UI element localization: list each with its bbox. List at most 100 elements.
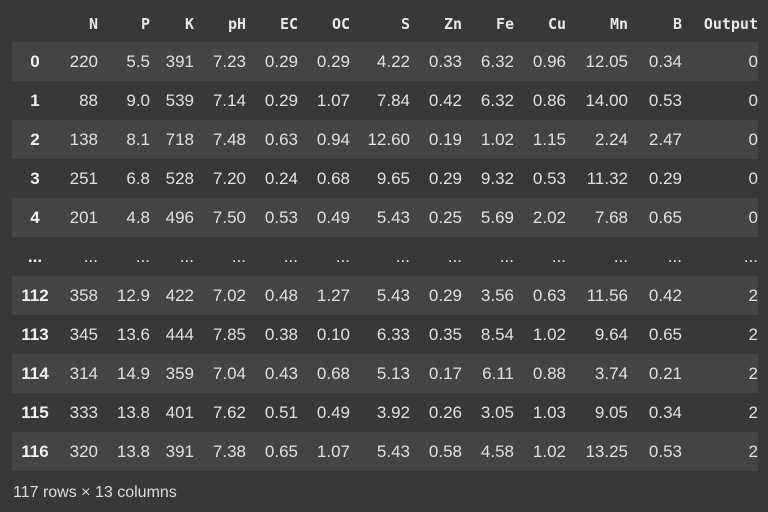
table-cell: 2.24	[594, 129, 628, 149]
table-cell: 0	[748, 51, 758, 71]
table-cell: 0.26	[428, 402, 462, 422]
table-cell: 6.11	[482, 363, 514, 383]
table-cell: 358	[69, 285, 98, 305]
table-cell: 5.69	[480, 207, 514, 227]
table-cell: 1.15	[532, 129, 566, 149]
table-cell: ...	[743, 246, 758, 266]
table-cell: 314	[69, 363, 98, 383]
table-cell: 0.29	[264, 51, 298, 71]
table-cell: 391	[165, 51, 194, 71]
table-cell: ...	[395, 246, 410, 266]
column-header: S	[400, 15, 410, 33]
table-cell: 8.1	[126, 129, 150, 149]
table-cell: 0.29	[316, 51, 350, 71]
table-cell: 11.56	[586, 285, 628, 305]
table-cell: 539	[165, 90, 194, 110]
table-cell: 0.53	[648, 90, 682, 110]
table-cell: 12.60	[367, 129, 410, 149]
column-header: Fe	[495, 15, 514, 33]
column-header: B	[672, 15, 682, 33]
table-cell: 7.23	[212, 51, 246, 71]
table-cell: 7.20	[212, 168, 246, 188]
table-cell: 333	[69, 402, 98, 422]
table-cell: 14.00	[585, 90, 628, 110]
table-cell: 6.32	[480, 51, 514, 71]
table-cell: 444	[165, 324, 194, 344]
table-row: 1 88 9.0 539 7.14 0.29 1.07 7.84 0.42 6.32 0.86 14.…	[12, 81, 758, 120]
table-cell: 9.64	[594, 324, 628, 344]
table-cell: 7.48	[212, 129, 246, 149]
table-cell: 5.43	[376, 441, 410, 461]
table-cell: 7.04	[212, 363, 246, 383]
table-cell: 2	[748, 285, 758, 305]
table-cell: 0.33	[428, 51, 462, 71]
table-cell: 2	[748, 363, 758, 383]
table-cell: 7.50	[212, 207, 246, 227]
table-cell: 2	[748, 402, 758, 422]
table-row: 3 251 6.8 528 7.20 0.24 0.68 9.65 0.29 9.32 0.53 11…	[12, 159, 758, 198]
table-cell: 0.68	[316, 363, 350, 383]
table-cell: 718	[165, 129, 194, 149]
table-cell: 7.68	[594, 207, 628, 227]
table-cell: 14.9	[116, 363, 150, 383]
table-cell: 401	[165, 402, 194, 422]
table-cell: 1.02	[532, 441, 566, 461]
table-cell: 0.21	[648, 363, 682, 383]
table-cell: ...	[231, 246, 246, 266]
table-cell: 0.49	[316, 207, 350, 227]
table-cell: 2.47	[648, 129, 682, 149]
table-cell: 0	[748, 90, 758, 110]
column-header: Zn	[443, 15, 462, 33]
row-index: 4	[30, 207, 40, 227]
column-header: pH	[227, 15, 246, 33]
column-header: Mn	[609, 15, 628, 33]
table-cell: 5.5	[126, 51, 150, 71]
row-index: 112	[21, 285, 49, 305]
table-row: 2 138 8.1 718 7.48 0.63 0.94 12.60 0.19 1.02 1.15 2…	[12, 120, 758, 159]
table-cell: 320	[69, 441, 98, 461]
table-cell: 9.0	[126, 90, 150, 110]
table-cell: 1.07	[316, 441, 350, 461]
table-cell: 0	[748, 168, 758, 188]
table-cell: 0.65	[648, 207, 682, 227]
table-cell: 0.96	[532, 51, 566, 71]
table-cell: 4.58	[480, 441, 514, 461]
table-cell: ...	[667, 246, 682, 266]
row-index: 3	[30, 168, 40, 188]
table-cell: 12.05	[585, 51, 628, 71]
table-cell: 9.05	[594, 402, 628, 422]
table-cell: 0.48	[264, 285, 298, 305]
table-cell: 0.65	[264, 441, 298, 461]
table-cell: ...	[499, 246, 514, 266]
table-cell: 88	[79, 90, 98, 110]
column-header: OC	[331, 15, 350, 33]
table-cell: ...	[283, 246, 298, 266]
table-cell: 5.13	[376, 363, 410, 383]
table-cell: 138	[69, 129, 98, 149]
table-cell: ...	[83, 246, 98, 266]
table-cell: 3.05	[480, 402, 514, 422]
table-cell: 0.42	[428, 90, 462, 110]
table-cell: 0.38	[264, 324, 298, 344]
table-cell: 13.8	[116, 441, 150, 461]
table-cell: 0.88	[532, 363, 566, 383]
table-cell: 3.56	[480, 285, 514, 305]
row-index: 1	[30, 90, 40, 110]
table-cell: ...	[613, 246, 628, 266]
row-index: 2	[30, 129, 40, 149]
table-cell: 0.42	[648, 285, 682, 305]
table-row: 113 345 13.6 444 7.85 0.38 0.10 6.33 0.35 8.54 1.0…	[12, 315, 758, 354]
table-row: 116 320 13.8 391 7.38 0.65 1.07 5.43 0.58 4.58 1.0…	[12, 432, 758, 471]
table-cell: 6.33	[376, 324, 410, 344]
row-index: 113	[21, 324, 49, 344]
column-header: EC	[279, 15, 298, 33]
table-cell: 1.02	[532, 324, 566, 344]
table-row: ........................................…	[12, 237, 758, 276]
table-cell: 0.58	[428, 441, 462, 461]
table-cell: 2	[748, 324, 758, 344]
column-header: N	[88, 15, 98, 33]
table-cell: 7.38	[212, 441, 246, 461]
